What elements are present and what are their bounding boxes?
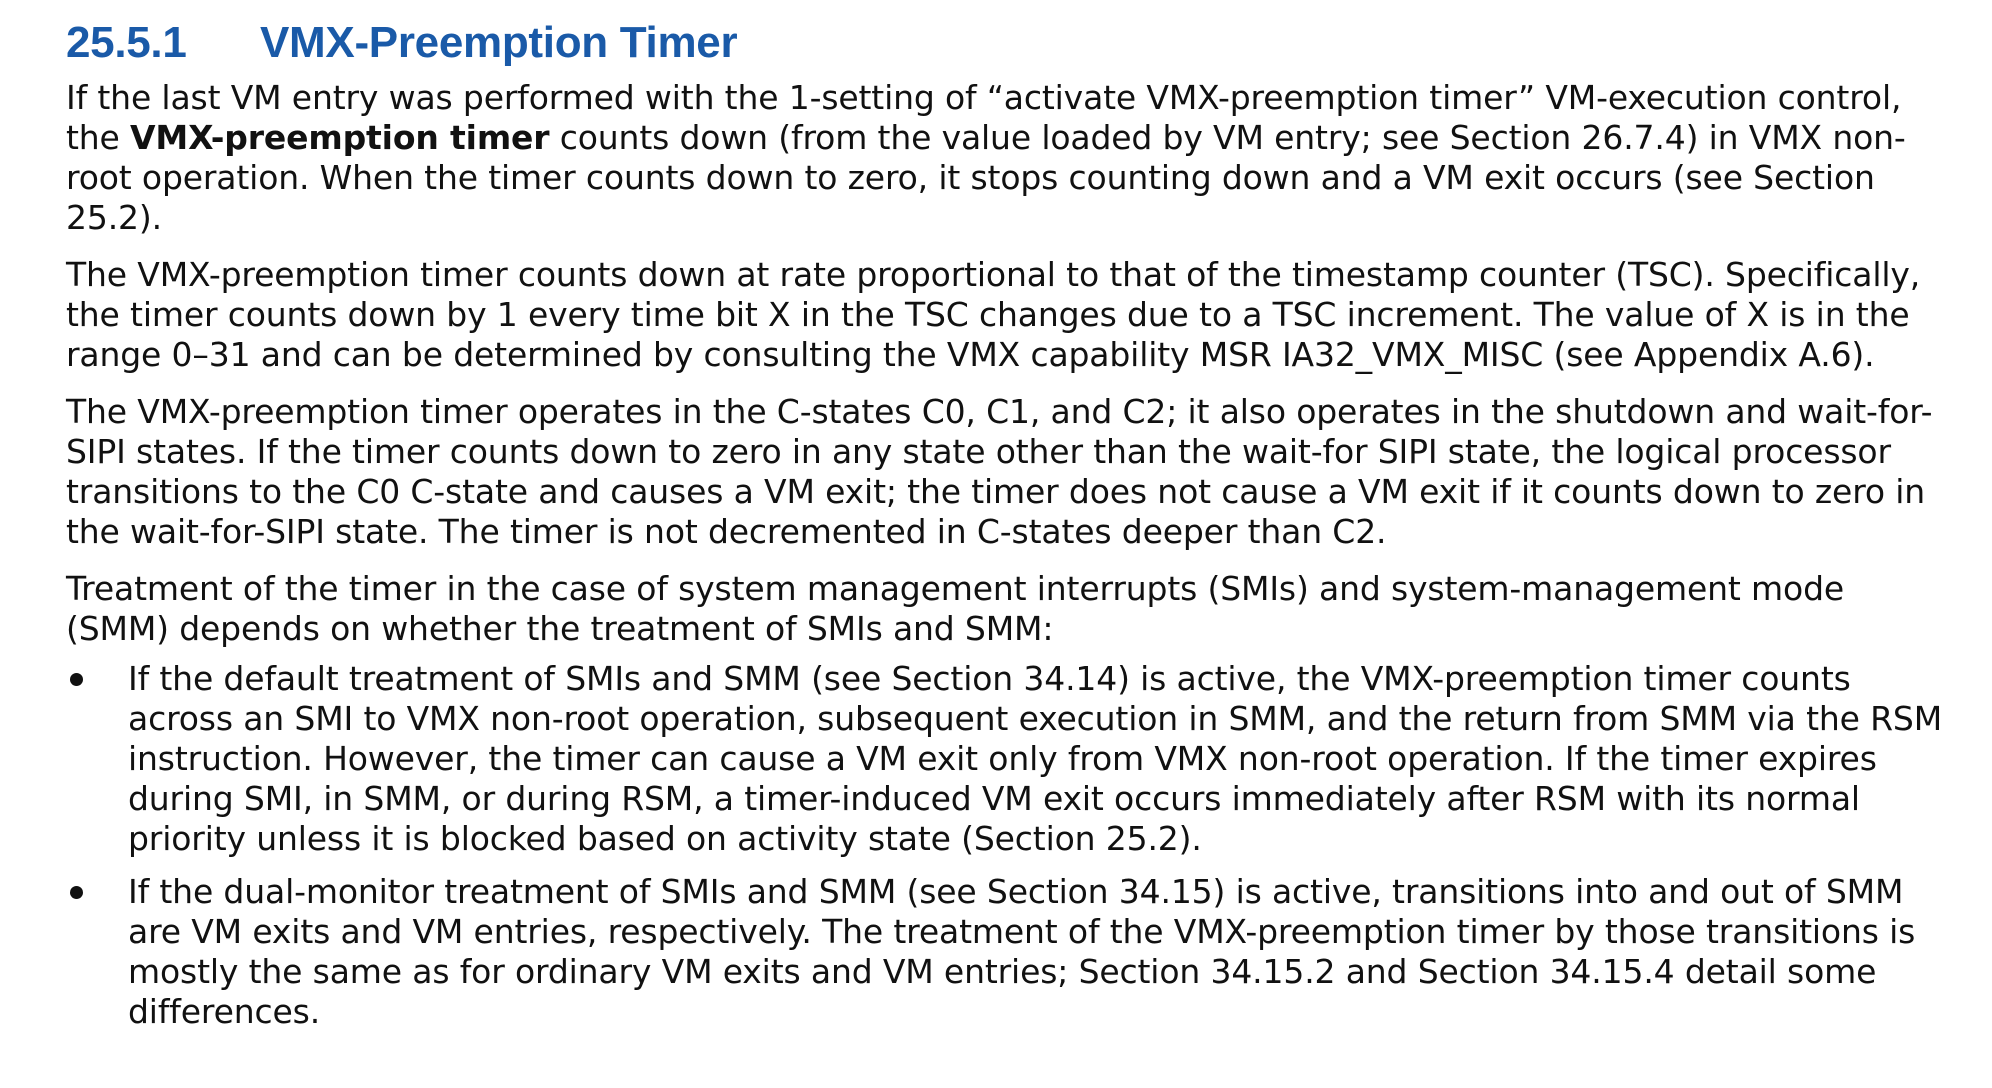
document-page: 25.5.1 VMX-Preemption Timer If the last …	[66, 18, 1946, 1045]
paragraph-1-rest: counts down (from the value loaded by VM…	[66, 118, 1906, 237]
bullet-item-default-treatment: If the default treatment of SMIs and SMM…	[66, 659, 1946, 859]
paragraph-2: The VMX-preemption timer counts down at …	[66, 255, 1921, 374]
paragraph-3: The VMX-preemption timer operates in the…	[66, 392, 1933, 551]
bullet-text: If the default treatment of SMIs and SMM…	[128, 659, 1943, 858]
section-number: 25.5.1	[66, 18, 187, 67]
paragraph-1: If the last VM entry was performed with …	[66, 78, 1946, 238]
bullet-text: If the dual-monitor treatment of SMIs an…	[128, 872, 1916, 1031]
bullet-list: If the default treatment of SMIs and SMM…	[66, 659, 1946, 1032]
section-heading: 25.5.1 VMX-Preemption Timer	[66, 18, 1946, 68]
bullet-dot-icon	[70, 886, 83, 899]
section-title: VMX-Preemption Timer	[260, 18, 738, 67]
paragraph-4: Treatment of the timer in the case of sy…	[66, 569, 1845, 648]
bullet-dot-icon	[70, 673, 83, 686]
term-vmx-preemption-timer: VMX-preemption timer	[130, 118, 550, 157]
bullet-item-dual-monitor-treatment: If the dual-monitor treatment of SMIs an…	[66, 872, 1946, 1032]
paragraph-1-lead: If the last VM entry was performed with …	[66, 78, 1902, 157]
